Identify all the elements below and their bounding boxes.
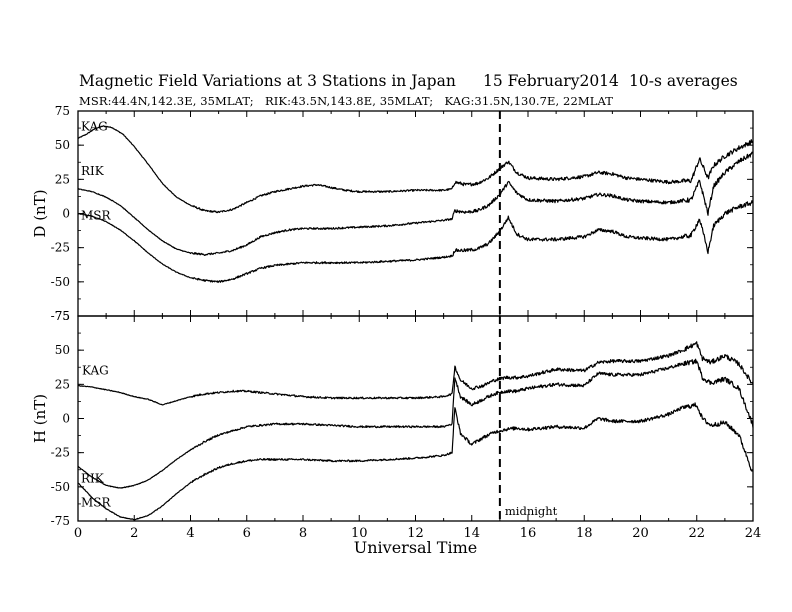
y-axis-label: H (nT): [31, 394, 49, 443]
y-tick-label: -25: [51, 446, 70, 460]
x-axis-label: Universal Time: [354, 538, 477, 557]
series-label-rik: RIK: [81, 471, 105, 485]
x-tick-label: 12: [407, 526, 424, 541]
x-tick-label: 6: [243, 526, 251, 541]
y-tick-label: -75: [51, 309, 70, 323]
x-tick-label: 10: [351, 526, 368, 541]
y-tick-label: 50: [55, 343, 70, 357]
y-tick-label: 75: [55, 104, 70, 118]
y-tick-label: -50: [51, 275, 70, 289]
series-label-rik: RIK: [81, 164, 105, 178]
series-line-msr: [77, 402, 754, 521]
series-line-kag: [77, 125, 754, 214]
y-tick-label: 0: [62, 207, 70, 221]
title-date: 15 February2014: [483, 72, 619, 90]
y-tick-label: 75: [55, 309, 70, 323]
series-line-msr: [77, 200, 754, 284]
x-tick-label: 18: [576, 526, 593, 541]
y-tick-label: 50: [55, 138, 70, 152]
x-tick-label: 14: [463, 526, 480, 541]
x-tick-label: 0: [74, 526, 82, 541]
x-tick-label: 4: [186, 526, 194, 541]
midnight-label: midnight: [505, 504, 558, 518]
series-label-kag: KAG: [81, 119, 108, 133]
x-tick-label: 24: [745, 526, 762, 541]
series-label-msr: MSR: [81, 209, 112, 223]
y-tick-label: 25: [55, 377, 70, 391]
y-tick-label: 25: [55, 172, 70, 186]
y-tick-label: -75: [51, 514, 70, 528]
x-tick-label: 22: [688, 526, 705, 541]
y-tick-label: 0: [62, 412, 70, 426]
x-tick-label: 16: [520, 526, 537, 541]
plot-frame: [77, 110, 754, 317]
station-coordinates: MSR:44.4N,142.3E, 35MLAT; RIK:43.5N,143.…: [79, 94, 614, 108]
series-line-rik: [77, 151, 754, 256]
title-averaging: 10-s averages: [629, 72, 738, 90]
panel-d: -75 -50 -25 0 25 50 75 D (nT) KAG RIK MSR: [31, 104, 754, 323]
series-label-kag: KAG: [82, 364, 109, 378]
series-line-rik: [77, 358, 754, 489]
y-tick-label: -50: [51, 480, 70, 494]
y-axis-label: D (nT): [31, 189, 49, 237]
series-label-msr: MSR: [81, 496, 112, 510]
x-tick-label: 8: [299, 526, 307, 541]
y-tick-label: -25: [51, 241, 70, 255]
chart-title: Magnetic Field Variations at 3 Stations …: [79, 72, 738, 90]
title-main: Magnetic Field Variations at 3 Stations …: [79, 72, 456, 90]
x-tick-label: 20: [632, 526, 649, 541]
x-tick-label: 2: [130, 526, 138, 541]
series-line-kag: [77, 341, 754, 406]
